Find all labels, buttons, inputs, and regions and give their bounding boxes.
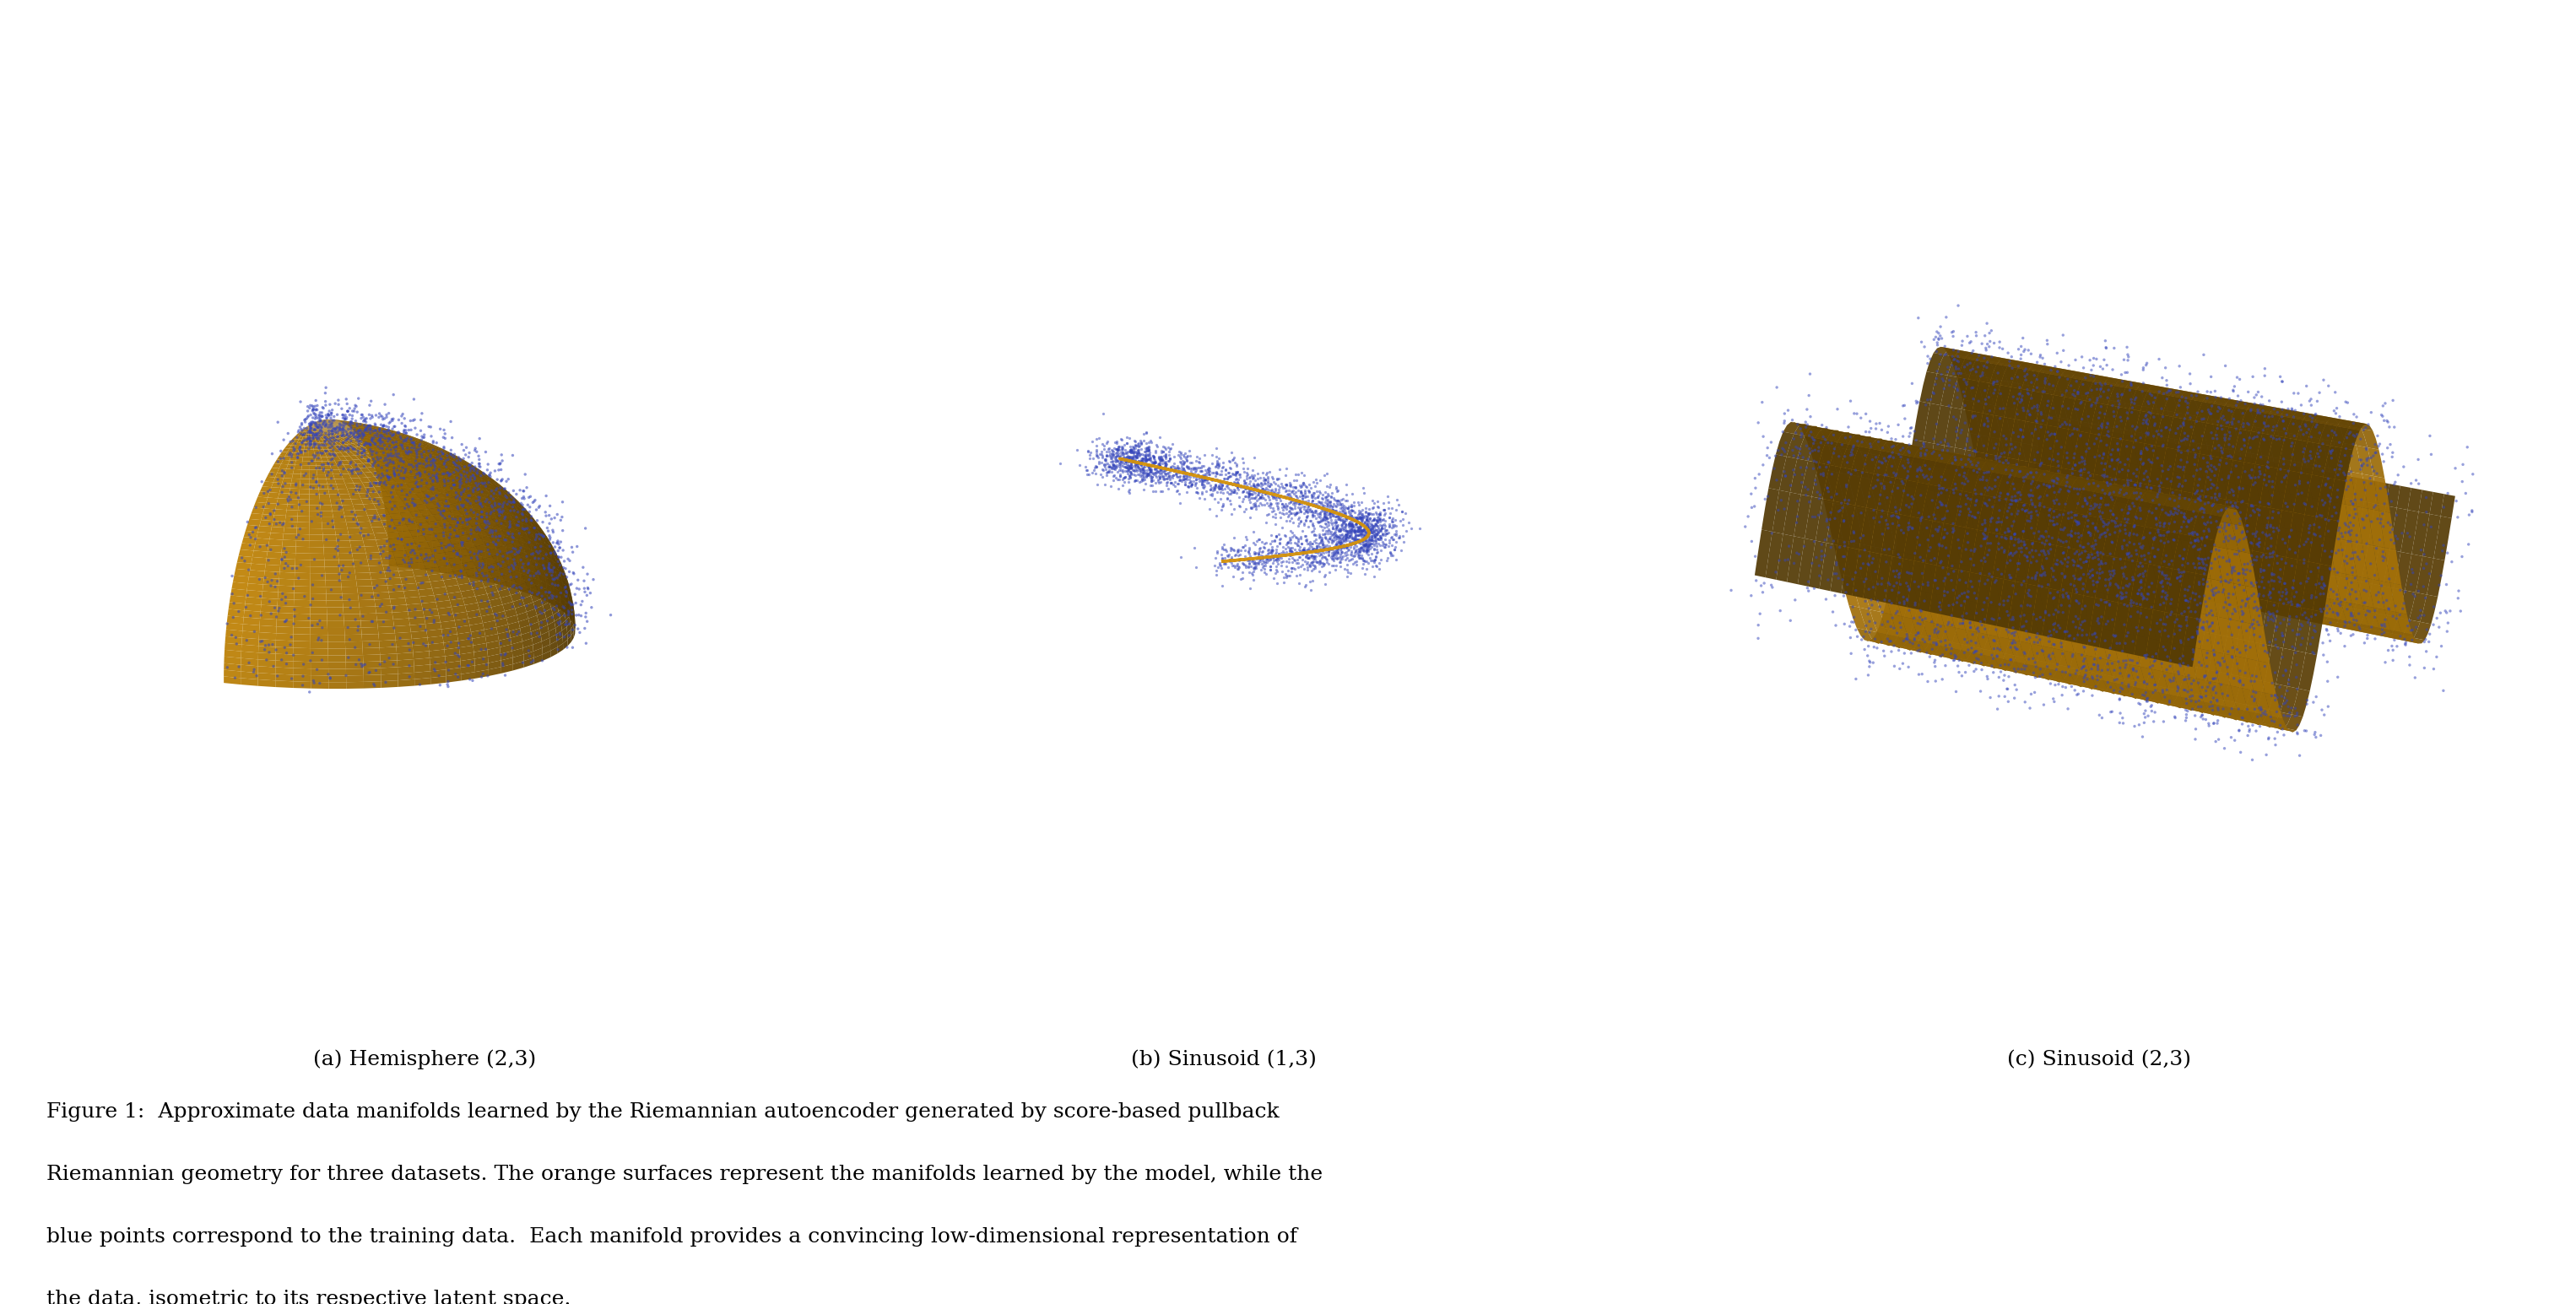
Text: blue points correspond to the training data.  Each manifold provides a convincin: blue points correspond to the training d…	[46, 1227, 1298, 1247]
Text: (c) Sinusoid (2,3): (c) Sinusoid (2,3)	[2007, 1050, 2192, 1069]
Text: the data, isometric to its respective latent space.: the data, isometric to its respective la…	[46, 1290, 572, 1304]
Text: Riemannian geometry for three datasets. The orange surfaces represent the manifo: Riemannian geometry for three datasets. …	[46, 1164, 1321, 1184]
Text: (b) Sinusoid (1,3): (b) Sinusoid (1,3)	[1131, 1050, 1316, 1069]
Text: Figure 1:  Approximate data manifolds learned by the Riemannian autoencoder gene: Figure 1: Approximate data manifolds lea…	[46, 1102, 1280, 1121]
Text: (a) Hemisphere (2,3): (a) Hemisphere (2,3)	[314, 1050, 536, 1069]
